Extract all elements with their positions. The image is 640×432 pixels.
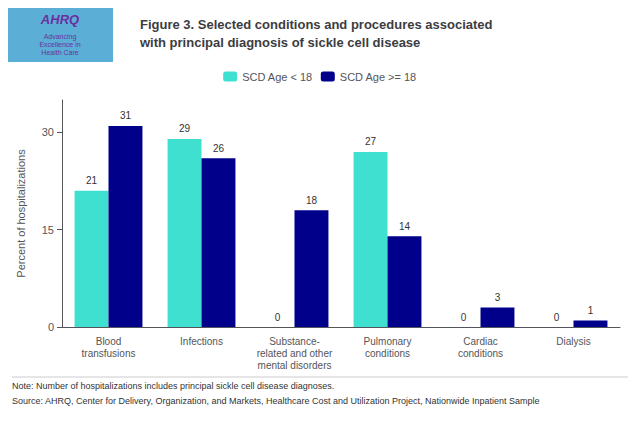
svg-text:Substance-: Substance- — [269, 336, 320, 347]
svg-text:SCD Age < 18: SCD Age < 18 — [242, 71, 312, 83]
svg-text:30: 30 — [42, 126, 54, 138]
svg-text:18: 18 — [306, 195, 318, 206]
svg-text:Advancing: Advancing — [44, 33, 77, 41]
svg-text:15: 15 — [42, 224, 54, 236]
svg-text:Cardiac: Cardiac — [463, 336, 497, 347]
svg-text:Figure 3. Selected conditions: Figure 3. Selected conditions and proced… — [140, 17, 493, 32]
svg-text:1: 1 — [588, 305, 594, 316]
svg-text:Blood: Blood — [96, 336, 122, 347]
svg-text:AHRQ: AHRQ — [40, 12, 79, 27]
svg-text:mental disorders: mental disorders — [258, 360, 332, 371]
svg-text:related and other: related and other — [257, 348, 333, 359]
svg-text:Percent of hospitalizations: Percent of hospitalizations — [15, 149, 27, 278]
svg-text:27: 27 — [365, 136, 377, 147]
svg-text:Health Care: Health Care — [41, 49, 78, 56]
svg-text:Pulmonary: Pulmonary — [364, 336, 412, 347]
svg-text:14: 14 — [399, 221, 411, 232]
svg-text:Source: AHRQ, Center for Deliv: Source: AHRQ, Center for Delivery, Organ… — [12, 396, 540, 406]
svg-text:Note: Number of hospitalizatio: Note: Number of hospitalizations include… — [12, 381, 334, 391]
svg-text:3: 3 — [495, 292, 501, 303]
svg-text:conditions: conditions — [458, 348, 503, 359]
svg-text:0: 0 — [275, 312, 281, 323]
svg-text:31: 31 — [120, 110, 132, 121]
svg-text:Infections: Infections — [180, 336, 223, 347]
svg-text:0: 0 — [48, 321, 54, 333]
svg-text:with principal diagnosis of si: with principal diagnosis of sickle cell … — [139, 35, 420, 50]
svg-text:Excellence in: Excellence in — [39, 41, 80, 48]
svg-text:21: 21 — [86, 175, 98, 186]
svg-text:transfusions: transfusions — [82, 348, 136, 359]
svg-text:Dialysis: Dialysis — [556, 336, 590, 347]
svg-text:0: 0 — [554, 312, 560, 323]
svg-text:0: 0 — [461, 312, 467, 323]
svg-text:SCD Age >= 18: SCD Age >= 18 — [340, 71, 416, 83]
svg-text:29: 29 — [179, 123, 191, 134]
svg-text:conditions: conditions — [365, 348, 410, 359]
svg-text:26: 26 — [213, 143, 225, 154]
